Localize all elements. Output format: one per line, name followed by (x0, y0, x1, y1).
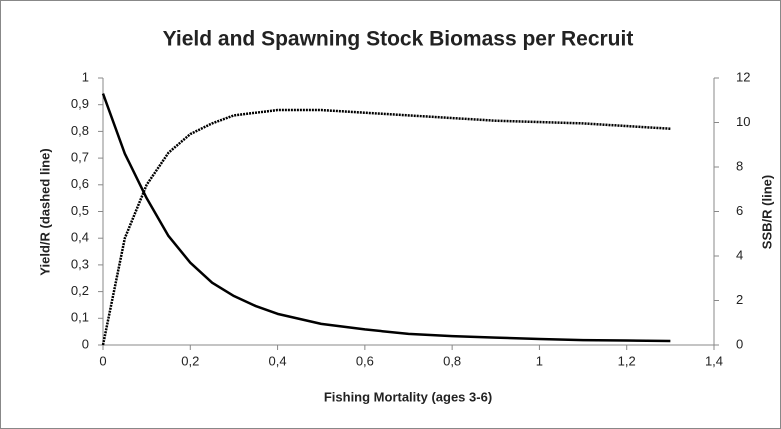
x-tick-label: 1,4 (705, 353, 723, 368)
y-tick-label: 0,7 (71, 150, 89, 165)
y2-tick-label: 10 (736, 114, 750, 129)
y-tick-label: 0,6 (71, 176, 89, 191)
y-tick-label: 0,1 (71, 310, 89, 325)
y2-tick-label: 4 (736, 247, 743, 262)
y2-axis-title: SSB/R (line) (759, 175, 774, 249)
x-tick-label: 1,2 (618, 353, 636, 368)
y2-tick-label: 2 (736, 292, 743, 307)
y2-tick-label: 6 (736, 203, 743, 218)
series-line (101, 108, 671, 346)
x-tick-label: 0,2 (181, 353, 199, 368)
y2-tick-label: 12 (736, 69, 750, 84)
x-tick-label: 1 (536, 353, 543, 368)
x-tick-label: 0 (99, 353, 106, 368)
y-tick-label: 0,3 (71, 256, 89, 271)
y-axis-title: Yield/R (dashed line) (37, 148, 52, 275)
y-tick-label: 0,2 (71, 283, 89, 298)
y-tick-label: 1 (82, 69, 89, 84)
x-axis-title: Fishing Mortality (ages 3-6) (324, 389, 492, 404)
chart-title: Yield and Spawning Stock Biomass per Rec… (163, 28, 634, 51)
y-tick-label: 0,8 (71, 123, 89, 138)
y2-tick-label: 0 (736, 336, 743, 351)
series-line (101, 93, 671, 343)
y-tick-label: 0,5 (71, 203, 89, 218)
y-tick-label: 0,4 (71, 230, 89, 245)
x-tick-label: 0,8 (443, 353, 461, 368)
y2-tick-label: 8 (736, 158, 743, 173)
y-tick-label: 0 (82, 336, 89, 351)
x-tick-label: 0,4 (269, 353, 287, 368)
x-tick-label: 0,6 (356, 353, 374, 368)
y-tick-label: 0,9 (71, 96, 89, 111)
